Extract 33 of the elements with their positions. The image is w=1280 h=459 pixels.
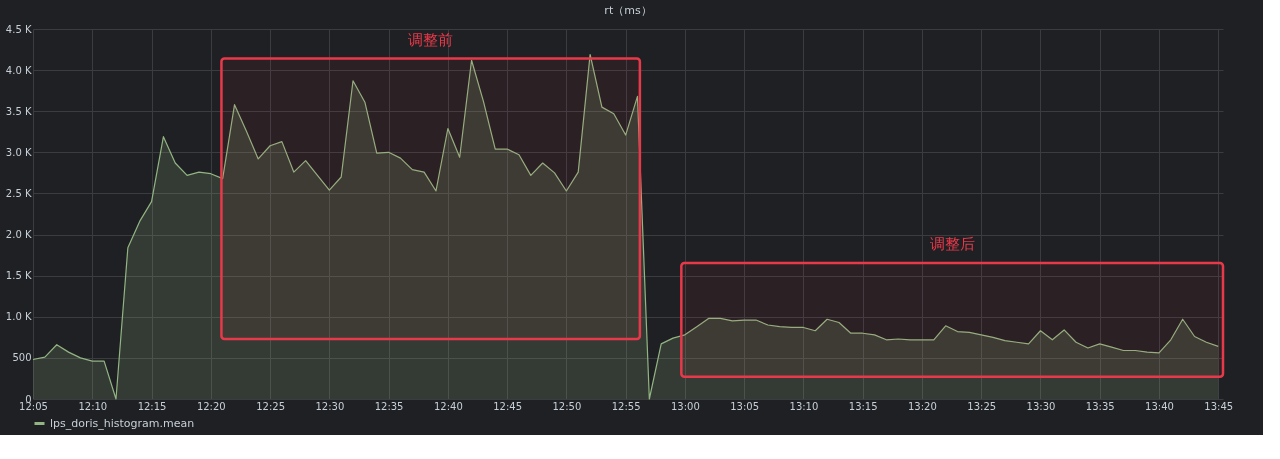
y-tick-label: 1.5 K (5, 270, 32, 282)
band-label: 调整后 (929, 235, 975, 254)
x-tick-label: 13:40 (1145, 400, 1174, 412)
x-tick-label: 13:10 (789, 400, 819, 412)
x-tick-label: 12:35 (374, 400, 404, 412)
x-tick-label: 12:45 (493, 400, 523, 412)
x-tick-label: 12:25 (256, 400, 285, 412)
y-tick-label: 3.0 K (5, 146, 32, 158)
y-tick-label: 4.0 K (5, 64, 32, 76)
x-tick-label: 13:25 (967, 400, 997, 412)
y-tick-label: 500 (12, 352, 32, 364)
x-tick-label: 13:15 (848, 400, 878, 412)
x-tick-label: 13:00 (670, 400, 700, 412)
chart-title: rt（ms） (604, 4, 652, 17)
x-tick-label: 13:30 (1026, 400, 1056, 412)
x-tick-label: 12:10 (78, 400, 108, 412)
x-tick-label: 12:55 (611, 400, 641, 412)
y-tick-label: 2.0 K (5, 229, 32, 241)
y-tick-label: 3.5 K (5, 105, 32, 117)
y-tick-label: 1.0 K (5, 311, 32, 323)
x-tick-label: 12:15 (137, 400, 167, 412)
y-tick-label: 4.5 K (5, 23, 32, 35)
x-tick-label: 12:50 (552, 400, 582, 412)
x-tick-label: 13:20 (907, 400, 937, 412)
x-tick-label: 12:20 (196, 400, 226, 412)
legend-label: lps_doris_histogram.mean (50, 416, 195, 430)
x-tick-label: 13:05 (730, 400, 760, 412)
band-label: 调整前 (408, 31, 454, 50)
x-tick-label: 13:45 (1204, 400, 1234, 412)
x-tick-label: 12:30 (315, 400, 345, 412)
x-tick-label: 12:40 (433, 400, 463, 412)
x-tick-label: 13:35 (1085, 400, 1115, 412)
y-tick-label: 2.5 K (5, 187, 32, 199)
